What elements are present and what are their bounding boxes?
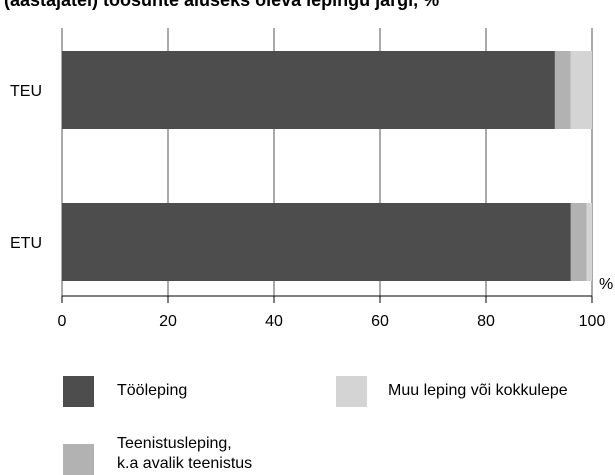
legend-swatch-tooleping bbox=[63, 376, 94, 407]
legend-swatch-teenistusleping bbox=[63, 444, 94, 475]
category-labels: TEU ETU bbox=[10, 83, 42, 252]
legend-label-tooleping: Tööleping bbox=[117, 382, 188, 399]
bar-etu-series-0 bbox=[62, 203, 571, 281]
bars bbox=[62, 51, 592, 281]
x-tick-label-40: 40 bbox=[265, 313, 283, 330]
legend-label-muu-leping: Muu leping või kokkulepe bbox=[388, 382, 568, 399]
x-tick-label-80: 80 bbox=[477, 313, 495, 330]
x-tick-label-100: 100 bbox=[579, 313, 606, 330]
category-label-etu: ETU bbox=[10, 235, 42, 252]
x-tick-label-20: 20 bbox=[159, 313, 177, 330]
bar-teu-series-0 bbox=[62, 51, 555, 129]
legend-swatch-muu-leping bbox=[336, 376, 367, 407]
legend-label-teenistusleping: Teenistusleping, k.a avalik teenistus bbox=[117, 435, 253, 472]
x-tick-label-0: 0 bbox=[58, 313, 67, 330]
category-label-teu: TEU bbox=[10, 83, 42, 100]
bar-teu-series-1 bbox=[554, 51, 571, 129]
bar-teu-series-2 bbox=[570, 51, 592, 129]
bar-etu-series-2 bbox=[586, 203, 592, 281]
x-axis: 0 20 40 60 80 100% bbox=[58, 276, 614, 330]
chart-title: (aastajatel) töösuhte aluseks oleva lepi… bbox=[4, 0, 440, 10]
x-axis-unit: % bbox=[599, 276, 613, 293]
x-tick-label-60: 60 bbox=[371, 313, 389, 330]
bar-etu-series-1 bbox=[570, 203, 587, 281]
